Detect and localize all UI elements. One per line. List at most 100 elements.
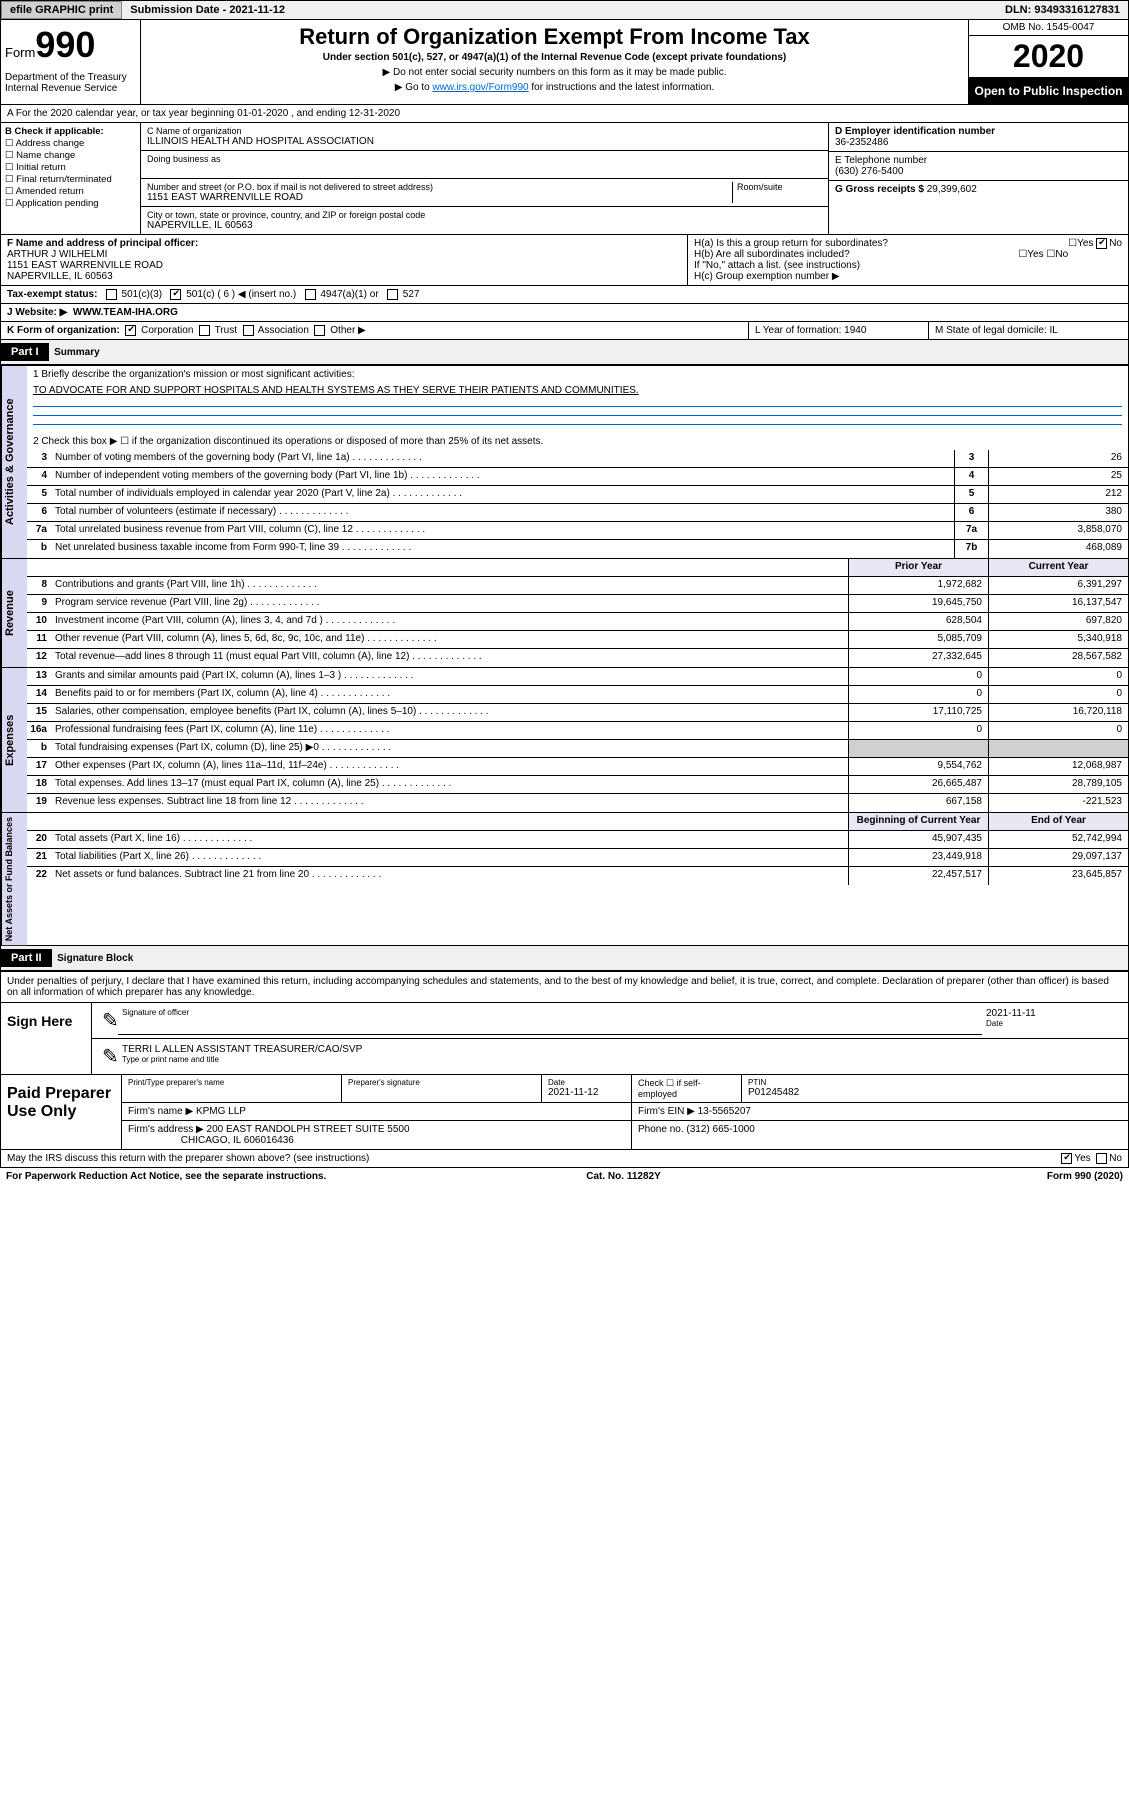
gov-line-4: 4Number of independent voting members of… [27, 468, 1128, 486]
line-17: 17Other expenses (Part IX, column (A), l… [27, 758, 1128, 776]
city-label: City or town, state or province, country… [147, 210, 822, 220]
side-revenue: Revenue [1, 559, 27, 667]
line-12: 12Total revenue—add lines 8 through 11 (… [27, 649, 1128, 667]
part1-title: Summary [54, 347, 100, 358]
mission-text: TO ADVOCATE FOR AND SUPPORT HOSPITALS AN… [27, 383, 1128, 398]
form-footer: Form 990 (2020) [1047, 1171, 1123, 1182]
part1-header: Part I [1, 343, 49, 361]
website-value: WWW.TEAM-IHA.ORG [73, 307, 178, 318]
hb-note: If "No," attach a list. (see instruction… [694, 260, 1122, 271]
officer-addr2: NAPERVILLE, IL 60563 [7, 271, 681, 282]
gov-line-3: 3Number of voting members of the governi… [27, 450, 1128, 468]
officer-addr1: 1151 EAST WARRENVILLE ROAD [7, 260, 681, 271]
chk-app-pending[interactable]: ☐ Application pending [5, 198, 136, 209]
dln-label: DLN: 93493316127831 [997, 2, 1128, 18]
part2-title: Signature Block [57, 953, 133, 964]
year-formation: L Year of formation: 1940 [748, 322, 928, 339]
gov-line-6: 6Total number of volunteers (estimate if… [27, 504, 1128, 522]
submission-date-label: Submission Date - 2021-11-12 [122, 2, 293, 18]
chk-address-change[interactable]: ☐ Address change [5, 138, 136, 149]
efile-print-button[interactable]: efile GRAPHIC print [1, 1, 122, 19]
chk-amended[interactable]: ☐ Amended return [5, 186, 136, 197]
ha-label: H(a) Is this a group return for subordin… [694, 238, 888, 249]
addr-label: Number and street (or P.O. box if mail i… [147, 182, 732, 192]
gov-line-b: bNet unrelated business taxable income f… [27, 540, 1128, 558]
street-address: 1151 EAST WARRENVILLE ROAD [147, 192, 732, 203]
omb-number: OMB No. 1545-0047 [969, 20, 1128, 36]
side-expenses: Expenses [1, 668, 27, 812]
line-14: 14Benefits paid to or for members (Part … [27, 686, 1128, 704]
officer-name: ARTHUR J WILHELMI [7, 249, 681, 260]
irs-link[interactable]: www.irs.gov/Form990 [432, 82, 528, 93]
col-eoy: End of Year [988, 813, 1128, 830]
website-row: J Website: ▶ WWW.TEAM-IHA.ORG [0, 304, 1129, 322]
gov-line-7a: 7aTotal unrelated business revenue from … [27, 522, 1128, 540]
form-note-1: ▶ Do not enter social security numbers o… [145, 67, 964, 78]
city-value: NAPERVILLE, IL 60563 [147, 220, 822, 231]
org-name: ILLINOIS HEALTH AND HOSPITAL ASSOCIATION [147, 136, 822, 147]
side-netassets: Net Assets or Fund Balances [1, 813, 27, 945]
line-9: 9Program service revenue (Part VIII, lin… [27, 595, 1128, 613]
hb-label: H(b) Are all subordinates included? [694, 249, 850, 260]
open-inspection: Open to Public Inspection [969, 78, 1128, 104]
ein-label: D Employer identification number [835, 126, 1122, 137]
q2-label: 2 Check this box ▶ ☐ if the organization… [27, 433, 1128, 450]
discuss-label: May the IRS discuss this return with the… [7, 1153, 369, 1164]
ptin-value: P01245482 [748, 1087, 1122, 1098]
line-22: 22Net assets or fund balances. Subtract … [27, 867, 1128, 885]
row-a-period: A For the 2020 calendar year, or tax yea… [0, 105, 1129, 123]
org-name-label: C Name of organization [147, 126, 822, 136]
state-domicile: M State of legal domicile: IL [928, 322, 1128, 339]
tel-label: E Telephone number [835, 155, 1122, 166]
chk-initial-return[interactable]: ☐ Initial return [5, 162, 136, 173]
signer-name: TERRI L ALLEN ASSISTANT TREASURER/CAO/SV… [122, 1044, 1118, 1055]
form-note-2: ▶ Go to www.irs.gov/Form990 for instruct… [145, 82, 964, 93]
tax-exempt-row: Tax-exempt status: 501(c)(3) 501(c) ( 6 … [0, 286, 1129, 304]
firm-addr: 200 EAST RANDOLPH STREET SUITE 5500 [207, 1124, 410, 1135]
line-18: 18Total expenses. Add lines 13–17 (must … [27, 776, 1128, 794]
line-21: 21Total liabilities (Part X, line 26) 23… [27, 849, 1128, 867]
form-header: Form990 Department of the Treasury Inter… [0, 20, 1129, 105]
line-10: 10Investment income (Part VIII, column (… [27, 613, 1128, 631]
col-current-year: Current Year [988, 559, 1128, 576]
col-boy: Beginning of Current Year [848, 813, 988, 830]
ein-value: 36-2352486 [835, 137, 1122, 148]
pra-notice: For Paperwork Reduction Act Notice, see … [6, 1171, 326, 1182]
firm-name: KPMG LLP [196, 1106, 246, 1117]
col-prior-year: Prior Year [848, 559, 988, 576]
line-8: 8Contributions and grants (Part VIII, li… [27, 577, 1128, 595]
line-16a: 16aProfessional fundraising fees (Part I… [27, 722, 1128, 740]
gross-value: 29,399,602 [927, 184, 977, 195]
gov-line-5: 5Total number of individuals employed in… [27, 486, 1128, 504]
q1-label: 1 Briefly describe the organization's mi… [27, 366, 1128, 383]
tel-value: (630) 276-5400 [835, 166, 1122, 177]
dba-label: Doing business as [147, 154, 822, 164]
cat-number: Cat. No. 11282Y [586, 1171, 660, 1182]
hc-label: H(c) Group exemption number ▶ [694, 271, 1122, 282]
room-label: Room/suite [737, 182, 822, 192]
gross-label: G Gross receipts $ [835, 184, 924, 195]
firm-ein: 13-5565207 [698, 1106, 751, 1117]
side-activities: Activities & Governance [1, 366, 27, 558]
line-13: 13Grants and similar amounts paid (Part … [27, 668, 1128, 686]
dept-label: Department of the Treasury Internal Reve… [5, 72, 136, 94]
line-20: 20Total assets (Part X, line 16) 45,907,… [27, 831, 1128, 849]
paid-preparer-label: Paid Preparer Use Only [1, 1075, 121, 1149]
topbar: efile GRAPHIC print Submission Date - 20… [0, 0, 1129, 20]
form-number: 990 [35, 24, 95, 65]
sign-here-label: Sign Here [1, 1003, 91, 1074]
line-19: 19Revenue less expenses. Subtract line 1… [27, 794, 1128, 812]
chk-final-return[interactable]: ☐ Final return/terminated [5, 174, 136, 185]
tax-year: 2020 [969, 36, 1128, 78]
col-b-checkboxes: B Check if applicable: ☐ Address change … [1, 123, 141, 234]
form-subtitle: Under section 501(c), 527, or 4947(a)(1)… [145, 52, 964, 63]
form-word: Form [5, 45, 35, 60]
chk-name-change[interactable]: ☐ Name change [5, 150, 136, 161]
form-title: Return of Organization Exempt From Incom… [145, 24, 964, 50]
firm-phone: (312) 665-1000 [686, 1124, 754, 1135]
part2-header: Part II [1, 949, 52, 967]
line-b: bTotal fundraising expenses (Part IX, co… [27, 740, 1128, 758]
line-15: 15Salaries, other compensation, employee… [27, 704, 1128, 722]
declaration-text: Under penalties of perjury, I declare th… [0, 972, 1129, 1003]
line-11: 11Other revenue (Part VIII, column (A), … [27, 631, 1128, 649]
